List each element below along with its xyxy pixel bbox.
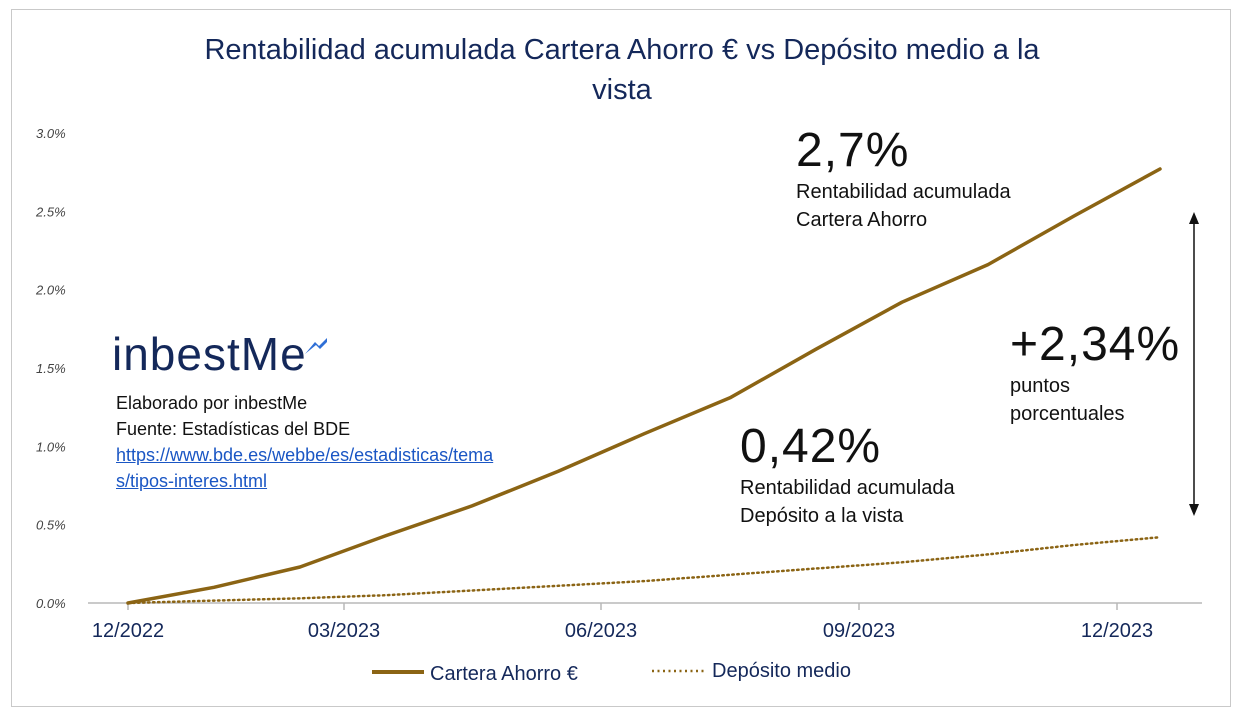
difference-arrow (1189, 212, 1199, 516)
logo-arrow-icon (305, 338, 327, 354)
inbestme-logo: inbestMe (112, 326, 327, 382)
y-tick-label: 3.0% (36, 126, 66, 141)
deposito-label-1: Rentabilidad acumulada (740, 477, 955, 499)
chart-series (126, 167, 1162, 605)
legend-label-deposito: Depósito medio (712, 660, 851, 682)
cartera-label-1: Rentabilidad acumulada (796, 181, 1011, 203)
x-tick-label: 03/2023 (308, 620, 380, 642)
deposito-value: 0,42% (740, 420, 882, 473)
y-tick-label: 2.0% (35, 283, 66, 298)
difference-value: +2,34% (1010, 318, 1181, 371)
difference-annotation: +2,34% puntos porcentuales (1010, 318, 1180, 428)
x-tick-label: 12/2022 (92, 620, 164, 642)
y-tick-label: 1.0% (36, 439, 66, 454)
chart-frame (11, 9, 1231, 707)
y-tick-label: 0.5% (36, 518, 66, 533)
logo-text-brand: Me (240, 328, 307, 380)
source-note: Elaborado por inbestMe Fuente: Estadísti… (116, 390, 506, 494)
deposito-annotation: 0,42% Rentabilidad acumulada Depósito a … (740, 420, 955, 530)
difference-label-2: porcentuales (1010, 403, 1125, 425)
chart-axes: 0.0% 0.5% 1.0% 1.5% 2.0% 2.5% 3.0% 12/2022 03/20… (35, 126, 1202, 642)
cartera-value: 2,7% (796, 124, 910, 177)
source-line-2: Fuente: Estadísticas del BDE (116, 419, 351, 439)
source-link[interactable]: https://www.bde.es/webbe/es/estadisticas… (116, 445, 494, 491)
cartera-label-2: Cartera Ahorro (796, 209, 928, 231)
deposito-label-2: Depósito a la vista (740, 505, 904, 527)
y-tick-label: 1.5% (36, 361, 66, 376)
series-line-deposito (126, 535, 1162, 605)
logo-text-main: inbest (112, 328, 241, 380)
cartera-annotation: 2,7% Rentabilidad acumulada Cartera Ahor… (796, 124, 1011, 234)
x-tick-label: 12/2023 (1081, 620, 1153, 642)
difference-label-1: puntos (1010, 375, 1071, 397)
x-tick-label: 09/2023 (823, 620, 895, 642)
y-tick-label: 2.5% (35, 204, 66, 219)
series-line-cartera (126, 167, 1162, 605)
legend-label-cartera: Cartera Ahorro € (430, 663, 578, 685)
chart-title: Rentabilidad acumulada Cartera Ahorro € … (0, 30, 1244, 110)
chart-title-line-2: vista (592, 74, 652, 106)
y-tick-label: 0.0% (36, 596, 66, 611)
chart-legend: Cartera Ahorro € Depósito medio (372, 660, 851, 685)
x-tick-label: 06/2023 (565, 620, 637, 642)
source-line-1: Elaborado por inbestMe (116, 393, 308, 413)
chart-title-line-1: Rentabilidad acumulada Cartera Ahorro € … (204, 34, 1040, 66)
